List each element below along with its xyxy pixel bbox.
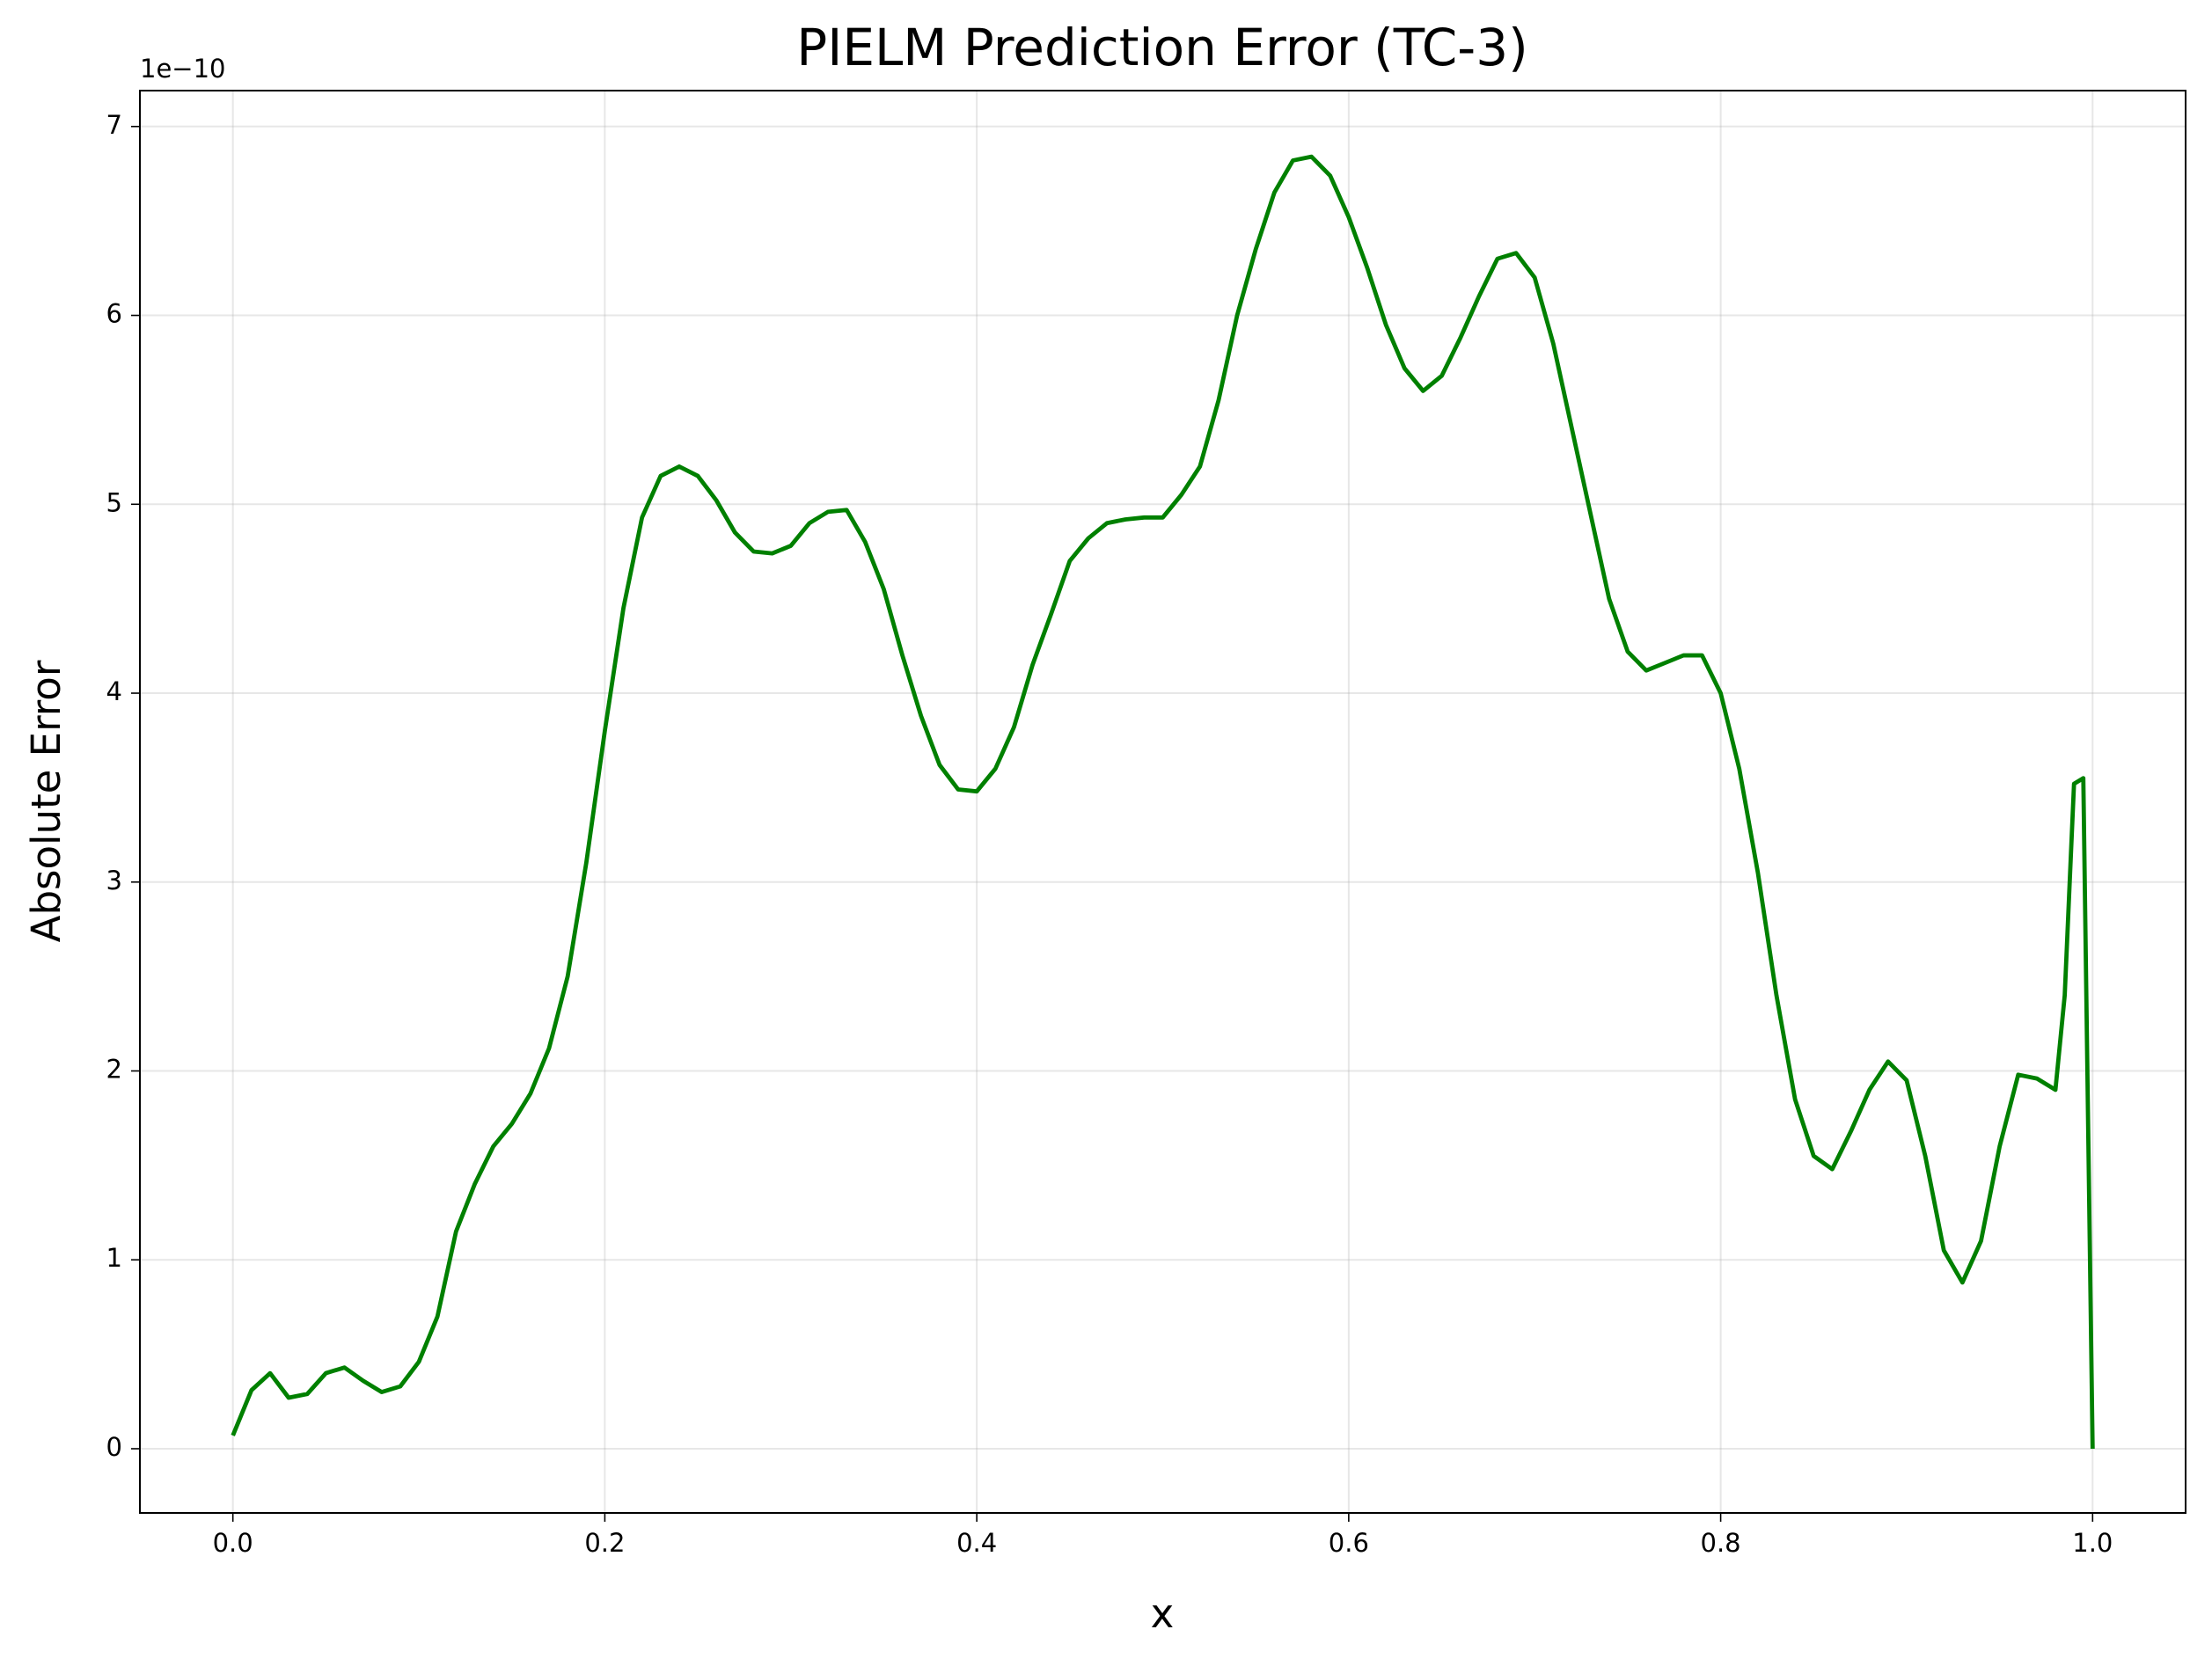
x-tick-label: 0.6	[1329, 1528, 1369, 1558]
y-offset-label: 1e−10	[140, 54, 226, 84]
x-tick-label: 1.0	[2072, 1528, 2113, 1558]
x-tick-label: 0.2	[584, 1528, 625, 1558]
y-tick-label: 7	[106, 110, 122, 140]
x-tick-label: 0.0	[213, 1528, 253, 1558]
x-axis-label: x	[1151, 1590, 1175, 1637]
y-tick-label: 2	[106, 1055, 122, 1085]
y-tick-label: 0	[106, 1432, 122, 1462]
y-tick-label: 6	[106, 299, 122, 329]
x-tick-label: 0.4	[956, 1528, 997, 1558]
y-tick-label: 1	[106, 1243, 122, 1273]
x-tick-label: 0.8	[1701, 1528, 1741, 1558]
y-tick-label: 4	[106, 676, 122, 706]
y-tick-label: 5	[106, 487, 122, 517]
data-line	[231, 154, 2095, 1450]
plot-frame	[139, 90, 2186, 1514]
y-axis-label: Absolute Error	[23, 660, 70, 942]
chart-title: PIELM Prediction Error (TC-3)	[796, 18, 1528, 77]
y-tick-label: 3	[106, 866, 122, 895]
